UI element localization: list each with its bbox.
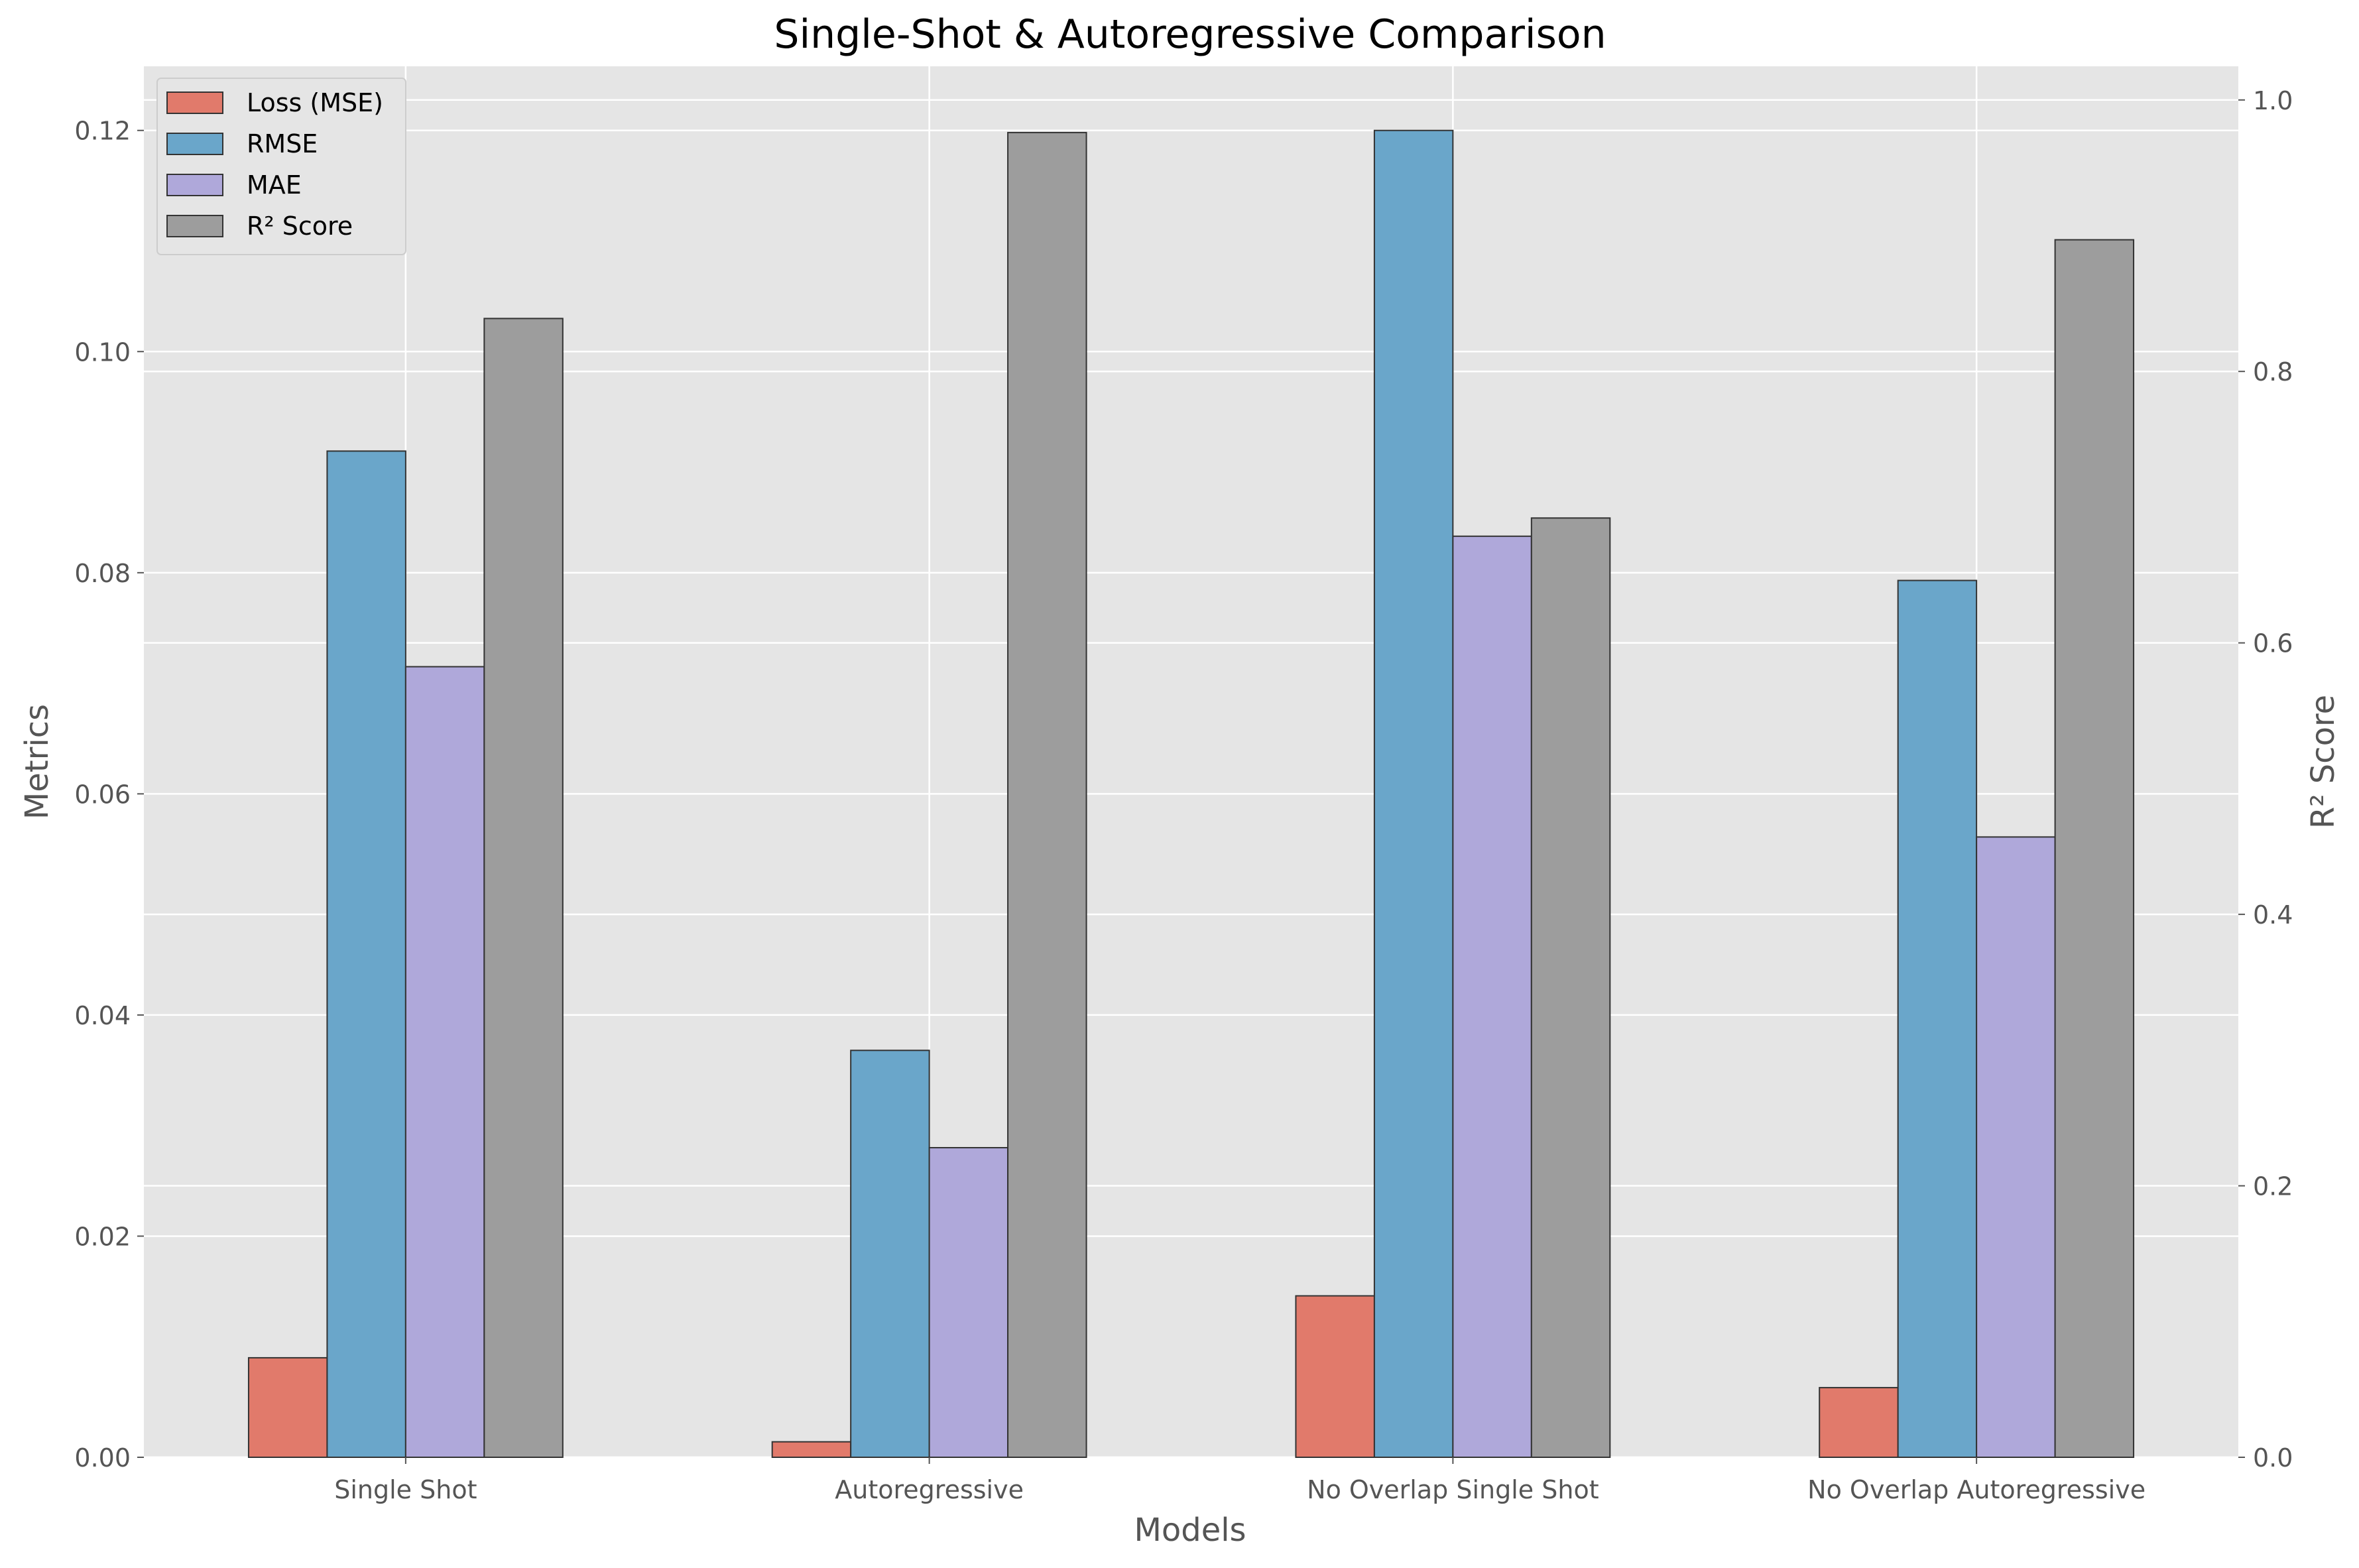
legend-swatch: [166, 91, 223, 114]
legend-swatch: [166, 174, 223, 196]
bar-rmse: [1373, 129, 1454, 1458]
tick-label-x: Single Shot: [334, 1475, 477, 1504]
legend-label: MAE: [247, 170, 302, 200]
bar-r-score: [2054, 239, 2135, 1458]
bar-rmse: [1897, 579, 1978, 1459]
tick-label-right: 0.6: [2253, 629, 2293, 658]
y-axis-label-left: Metrics: [19, 704, 56, 819]
bar-mae: [928, 1147, 1009, 1459]
legend-label: RMSE: [247, 129, 318, 158]
legend-label: Loss (MSE): [247, 88, 383, 117]
tick-label-right: 0.4: [2253, 900, 2293, 930]
y-ticks-left: 0.00 0.02 0.04 0.06 0.08 0.10 0.12: [74, 117, 144, 1473]
bar-loss-mse: [247, 1357, 328, 1459]
bar-rmse: [326, 450, 406, 1458]
bar-r-score: [483, 318, 564, 1458]
tick-label-left: 0.06: [74, 780, 131, 809]
bars: [247, 129, 2135, 1459]
tick-label-right: 0.0: [2253, 1443, 2293, 1473]
bar-loss-mse: [1295, 1295, 1375, 1459]
chart-title: Single-Shot & Autoregressive Comparison: [774, 11, 1606, 58]
legend-swatch: [166, 133, 223, 155]
x-ticks: Single Shot Autoregressive No Overlap Sing…: [334, 1457, 2146, 1504]
x-axis-label: Models: [1134, 1512, 1246, 1549]
bar-r-score: [1007, 131, 1087, 1458]
tick-label-left: 0.00: [74, 1443, 131, 1473]
legend: Loss (MSE) RMSE MAE R² Score: [156, 78, 406, 255]
legend-label: R² Score: [247, 211, 353, 241]
y-ticks-right: 0.0 0.2 0.4 0.6 0.8 1.0: [2238, 86, 2293, 1473]
bar-rmse: [850, 1050, 930, 1458]
bar-mae: [404, 666, 485, 1458]
tick-label-left: 0.12: [74, 117, 131, 146]
tick-label-right: 0.8: [2253, 357, 2293, 387]
bar-mae: [1452, 535, 1532, 1458]
tick-label-left: 0.08: [74, 559, 131, 588]
tick-label-right: 1.0: [2253, 86, 2293, 115]
legend-frame: [156, 78, 406, 255]
bar-loss-mse: [771, 1441, 852, 1459]
tick-label-x: No Overlap Single Shot: [1307, 1475, 1599, 1504]
tick-label-left: 0.04: [74, 1001, 131, 1030]
tick-label-x: Autoregressive: [835, 1475, 1024, 1504]
bar-loss-mse: [1819, 1386, 1899, 1458]
tick-label-left: 0.02: [74, 1222, 131, 1251]
tick-label-x: No Overlap Autoregressive: [1807, 1475, 2146, 1504]
tick-label-left: 0.10: [74, 337, 131, 367]
bar-r-score: [1530, 517, 1611, 1458]
legend-swatch: [166, 215, 223, 237]
bar-mae: [1976, 836, 2056, 1458]
tick-label-right: 0.2: [2253, 1172, 2293, 1201]
y-axis-label-right: R² Score: [2305, 695, 2342, 829]
